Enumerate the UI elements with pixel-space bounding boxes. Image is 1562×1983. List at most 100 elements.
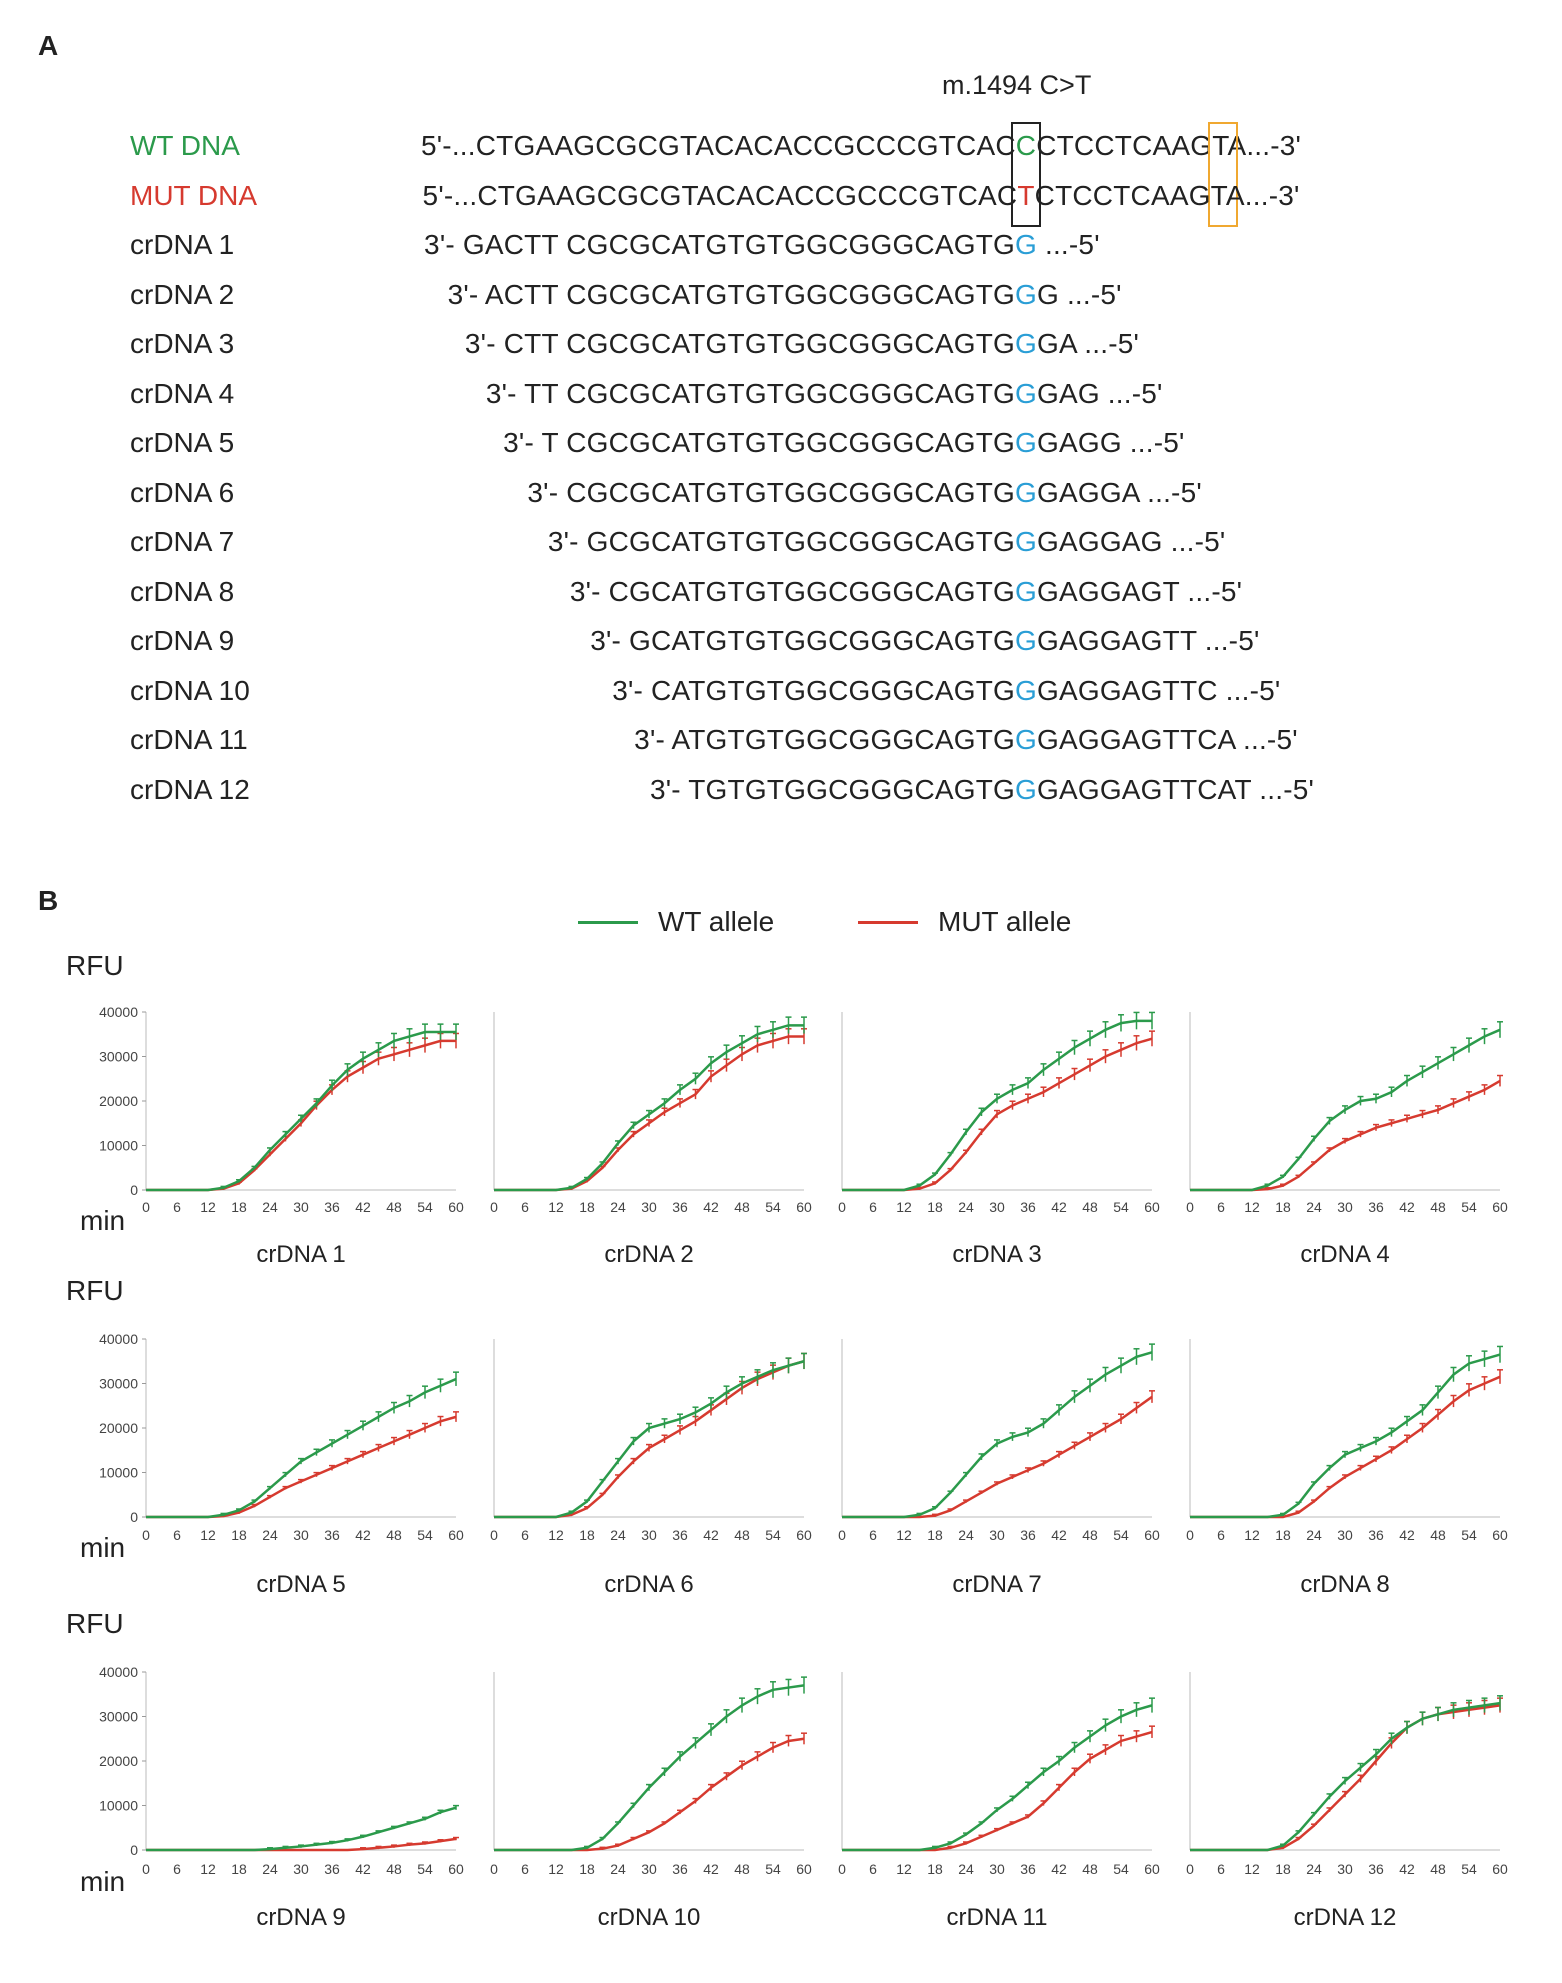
y-tick-label: 0 [130,1509,138,1525]
chart-title: crDNA 9 [256,1904,345,1931]
x-tick-label: 0 [490,1199,498,1215]
legend-mut-label: MUT allele [938,906,1072,937]
y-tick-label: 10000 [99,1138,138,1154]
highlighted-base: G [1015,773,1037,805]
x-tick-label: 30 [293,1861,309,1877]
sequence-prefix: 3'- GACTT CGCGCATGTGTGGCGGGCAGTG [424,229,1015,260]
highlighted-base: G [1015,229,1037,260]
x-tick-label: 30 [1337,1861,1353,1877]
x-tick-label: 48 [734,1861,750,1877]
x-tick-label: 36 [1020,1527,1036,1543]
x-tick-label: 18 [1275,1527,1291,1543]
chart-title: crDNA 10 [598,1904,701,1931]
x-tick-label: 18 [231,1527,247,1543]
x-tick-label: 12 [896,1861,912,1877]
conserved-base-box [1208,122,1239,227]
x-tick-label: 60 [796,1861,812,1877]
legend-wt-swatch [578,920,638,924]
x-tick-label: 60 [1144,1527,1160,1543]
sequence-text: 3'- CATGTGTGGCGGGCAGTGGGAGGAGTTC ...-5' [612,675,1280,707]
x-tick-label: 60 [1492,1527,1508,1543]
x-tick-label: 30 [641,1527,657,1543]
sequence-text: 3'- ATGTGTGGCGGGCAGTGGGAGGAGTTCA ...-5' [634,724,1298,756]
x-tick-label: 36 [1368,1199,1384,1215]
chart-title: crDNA 2 [604,1241,693,1268]
x-tick-label: 18 [927,1199,943,1215]
x-tick-label: 60 [796,1199,812,1215]
highlighted-base: G [1015,278,1037,310]
x-tick-label: 42 [703,1199,719,1215]
sequence-row-label: crDNA 1 [130,229,235,260]
x-tick-label: 0 [142,1861,150,1877]
highlighted-base: G [1015,328,1037,359]
x-tick-label: 54 [1461,1527,1477,1543]
x-tick-label: 54 [1113,1861,1129,1877]
wt-series-line [1190,1701,1501,1852]
y-tick-label: 30000 [99,1049,138,1065]
sequence-suffix: GAGGAGTT ...-5' [1036,625,1260,656]
x-tick-label: 6 [521,1527,529,1543]
x-tick-label: 6 [1217,1199,1225,1215]
x-tick-label: 36 [672,1527,688,1543]
x-tick-label: 30 [989,1861,1005,1877]
chart-title: crDNA 6 [604,1571,693,1598]
x-tick-label: 24 [1306,1199,1322,1215]
x-tick-label: 42 [355,1527,371,1543]
legend-wt: WT allele [578,906,774,938]
x-tick-label: 6 [1217,1861,1225,1877]
x-tick-label: 60 [796,1527,812,1543]
x-tick-label: 0 [1186,1861,1194,1877]
x-tick-label: 18 [579,1527,595,1543]
x-tick-label: 24 [958,1199,974,1215]
x-tick-label: 60 [1144,1199,1160,1215]
x-tick-label: 36 [324,1527,340,1543]
sequence-suffix: CTCCTCAAGTA...-3' [1036,130,1302,161]
sequence-row-label: crDNA 8 [130,575,235,607]
y-tick-label: 40000 [99,1664,138,1680]
sequence-prefix: 3'- T CGCGCATGTGTGGCGGGCAGTG [503,427,1015,458]
x-tick-label: 12 [200,1861,216,1877]
x-tick-label: 54 [417,1199,433,1215]
sequence-suffix: GAGGAGT ...-5' [1036,575,1243,607]
x-tick-label: 30 [293,1199,309,1215]
x-tick-label: 42 [1051,1527,1067,1543]
x-tick-label: 54 [1113,1199,1129,1215]
highlighted-base: C [1015,130,1037,161]
x-tick-label: 6 [869,1199,877,1215]
sequence-text: 3'- GCATGTGTGGCGGGCAGTGGGAGGAGTT ...-5' [590,625,1259,657]
panel-b-label: B [38,885,59,916]
x-tick-label: 36 [1368,1861,1384,1877]
highlighted-base: G [1015,526,1037,557]
x-tick-label: 48 [1082,1861,1098,1877]
x-tick-label: 36 [324,1861,340,1877]
x-tick-label: 48 [1430,1861,1446,1877]
x-tick-label: 0 [142,1199,150,1215]
sequence-suffix: GAGGAGTTCAT ...-5' [1036,773,1315,805]
x-tick-label: 54 [765,1199,781,1215]
x-tick-label: 30 [641,1199,657,1215]
sequence-prefix: 3'- CTT CGCGCATGTGTGGCGGGCAGTG [464,328,1015,359]
x-tick-label: 24 [610,1527,626,1543]
y-tick-label: 10000 [99,1798,138,1814]
x-tick-label: 42 [355,1861,371,1877]
x-tick-label: 12 [896,1199,912,1215]
x-tick-label: 42 [1051,1199,1067,1215]
x-tick-label: 24 [262,1861,278,1877]
sequence-text: 5'-...CTGAAGCGCGTACACACCGCCCGTCACCCTCCTC… [421,130,1301,162]
x-tick-label: 42 [1399,1861,1415,1877]
x-tick-label: 42 [1051,1861,1067,1877]
sequence-suffix: GAGGAGTTC ...-5' [1036,674,1281,706]
sequence-text: 3'- CGCGCATGTGTGGCGGGCAGTGGGAGGA ...-5' [527,477,1201,509]
sequence-text: 3'- ACTT CGCGCATGTGTGGCGGGCAGTGGG ...-5' [448,279,1122,311]
sequence-text: 3'- CTT CGCGCATGTGTGGCGGGCAGTGGGA ...-5' [465,328,1139,360]
wt-series-line [842,1019,1152,1192]
wt-series-line [494,1684,805,1852]
x-tick-label: 12 [1244,1199,1260,1215]
mut-series-line [1190,1079,1501,1192]
x-tick-label: 36 [1020,1861,1036,1877]
x-tick-label: 30 [989,1199,1005,1215]
legend-wt-label: WT allele [658,906,775,937]
x-tick-label: 24 [262,1527,278,1543]
x-tick-label: 48 [1082,1527,1098,1543]
x-tick-label: 36 [1368,1527,1384,1543]
